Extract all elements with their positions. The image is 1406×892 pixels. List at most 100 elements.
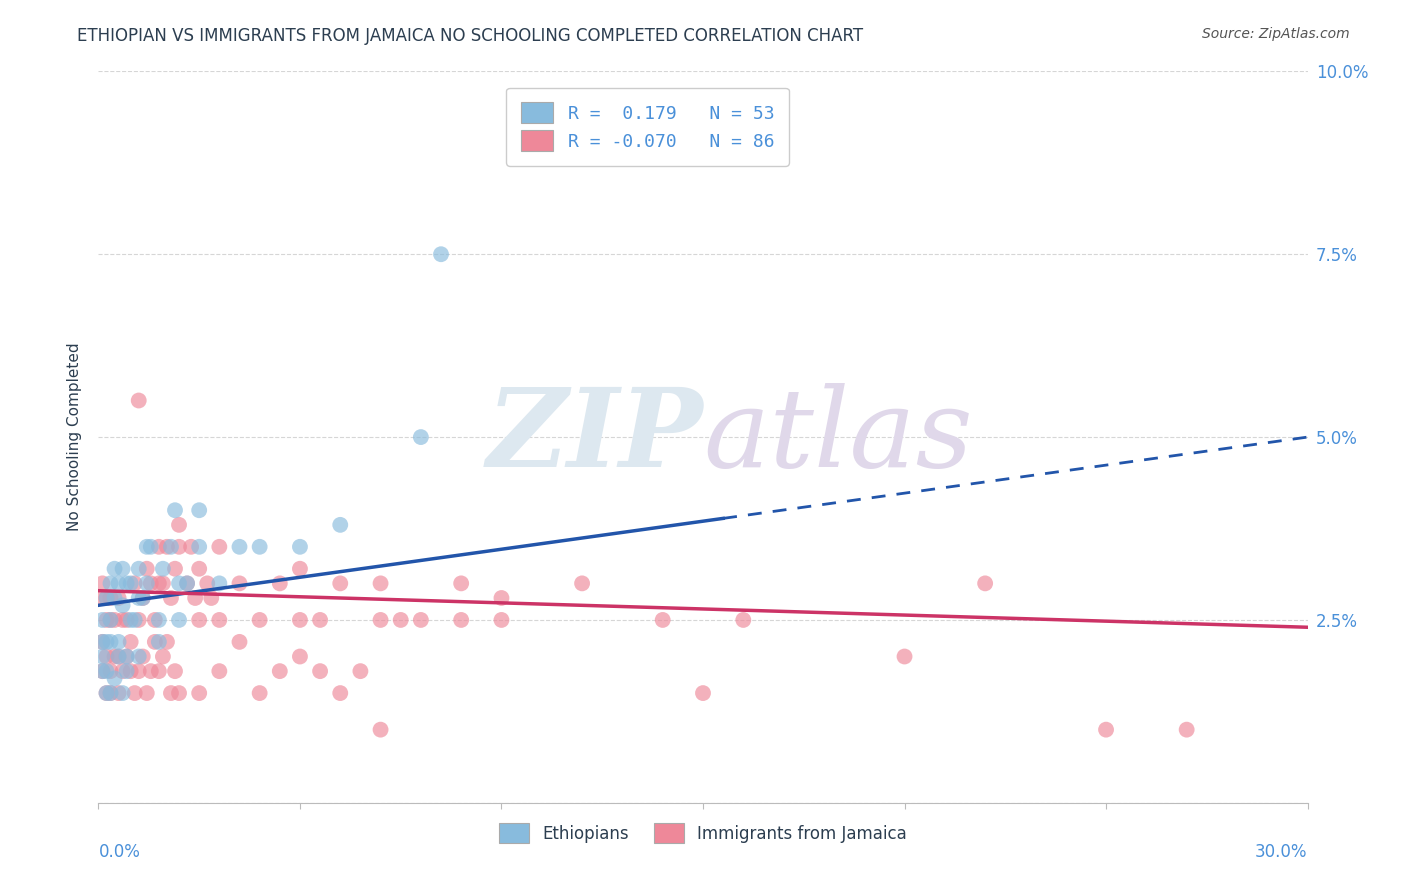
Text: 30.0%: 30.0% — [1256, 843, 1308, 861]
Point — [96, 613, 118, 627]
Point — [1095, 723, 1118, 737]
Point — [107, 649, 129, 664]
Point — [152, 649, 174, 664]
Point — [115, 649, 138, 664]
Point — [430, 247, 453, 261]
Y-axis label: No Schooling Completed: No Schooling Completed — [66, 343, 82, 532]
Point — [349, 664, 371, 678]
Point — [115, 649, 138, 664]
Point — [370, 576, 392, 591]
Point — [409, 430, 432, 444]
Point — [450, 613, 472, 627]
Point — [96, 686, 118, 700]
Point — [409, 613, 432, 627]
Point — [228, 576, 250, 591]
Point — [132, 649, 155, 664]
Point — [269, 664, 291, 678]
Point — [103, 591, 125, 605]
Point — [91, 649, 114, 664]
Point — [115, 613, 138, 627]
Point — [120, 613, 142, 627]
Point — [120, 576, 142, 591]
Point — [148, 613, 170, 627]
Point — [692, 137, 714, 152]
Point — [148, 576, 170, 591]
Text: Source: ZipAtlas.com: Source: ZipAtlas.com — [1202, 27, 1350, 41]
Point — [571, 576, 593, 591]
Point — [128, 664, 150, 678]
Point — [167, 517, 190, 532]
Point — [329, 517, 352, 532]
Point — [692, 686, 714, 700]
Point — [288, 562, 311, 576]
Point — [111, 613, 134, 627]
Point — [974, 576, 997, 591]
Point — [124, 686, 146, 700]
Point — [188, 540, 211, 554]
Point — [309, 664, 332, 678]
Point — [893, 649, 915, 664]
Point — [135, 576, 157, 591]
Point — [208, 540, 231, 554]
Point — [184, 591, 207, 605]
Point — [163, 562, 186, 576]
Point — [208, 576, 231, 591]
Point — [200, 591, 222, 605]
Point — [176, 576, 198, 591]
Point — [103, 562, 125, 576]
Point — [100, 664, 122, 678]
Text: ZIP: ZIP — [486, 384, 703, 491]
Point — [148, 664, 170, 678]
Point — [128, 613, 150, 627]
Point — [124, 613, 146, 627]
Point — [288, 649, 311, 664]
Point — [167, 576, 190, 591]
Point — [91, 635, 114, 649]
Point — [115, 576, 138, 591]
Point — [160, 540, 183, 554]
Point — [91, 664, 114, 678]
Point — [370, 613, 392, 627]
Point — [143, 635, 166, 649]
Point — [156, 540, 179, 554]
Point — [128, 591, 150, 605]
Point — [180, 540, 202, 554]
Point — [491, 591, 513, 605]
Point — [91, 635, 114, 649]
Point — [135, 540, 157, 554]
Point — [91, 613, 114, 627]
Point — [156, 635, 179, 649]
Point — [103, 613, 125, 627]
Point — [124, 576, 146, 591]
Point — [148, 540, 170, 554]
Text: 0.0%: 0.0% — [98, 843, 141, 861]
Point — [103, 672, 125, 686]
Point — [228, 540, 250, 554]
Point — [167, 613, 190, 627]
Point — [96, 664, 118, 678]
Point — [288, 540, 311, 554]
Point — [111, 562, 134, 576]
Point — [96, 635, 118, 649]
Point — [128, 649, 150, 664]
Point — [91, 591, 114, 605]
Point — [208, 613, 231, 627]
Point — [100, 635, 122, 649]
Point — [195, 576, 218, 591]
Point — [103, 649, 125, 664]
Point — [96, 591, 118, 605]
Point — [91, 664, 114, 678]
Point — [269, 576, 291, 591]
Point — [107, 576, 129, 591]
Text: atlas: atlas — [703, 384, 973, 491]
Point — [96, 591, 118, 605]
Point — [107, 686, 129, 700]
Point — [107, 635, 129, 649]
Point — [733, 613, 755, 627]
Point — [188, 686, 211, 700]
Point — [100, 686, 122, 700]
Point — [450, 576, 472, 591]
Point — [139, 576, 162, 591]
Point — [139, 540, 162, 554]
Text: ETHIOPIAN VS IMMIGRANTS FROM JAMAICA NO SCHOOLING COMPLETED CORRELATION CHART: ETHIOPIAN VS IMMIGRANTS FROM JAMAICA NO … — [77, 27, 863, 45]
